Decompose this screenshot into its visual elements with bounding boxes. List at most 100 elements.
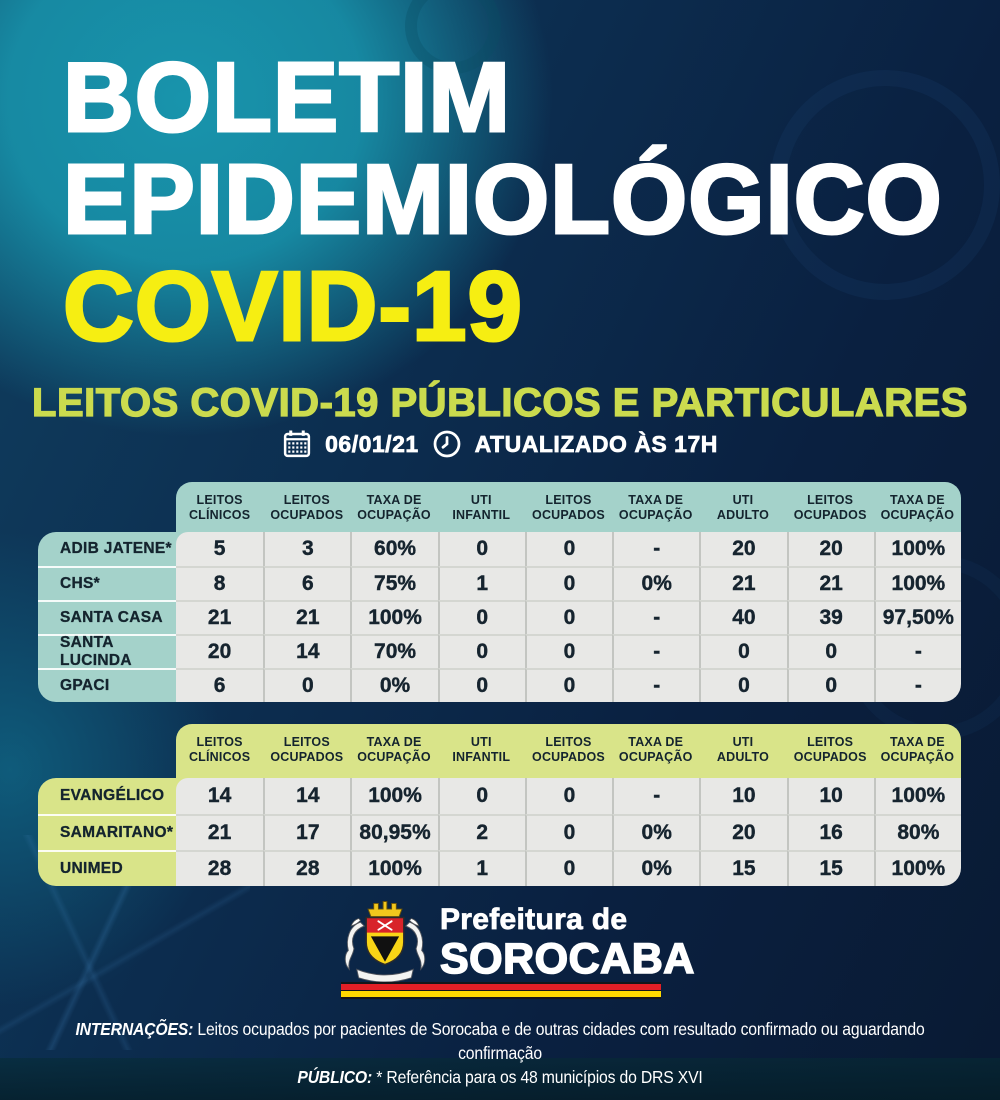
internacoes-label: INTERNAÇÕES: [75,1019,194,1039]
table-cell: 3 [263,532,350,566]
table-cell: 100% [350,850,438,886]
table-cell: 14 [263,778,350,814]
bulletin-title: BOLETIM EPIDEMIOLÓGICO [62,42,944,254]
table-cell: 1 [437,566,525,600]
table-cell: 80,95% [350,814,438,850]
table-cell: 16 [786,814,874,850]
hospital-name: CHS* [38,566,188,600]
private-table-header: LEITOS CLÍNICOS LEITOS OCUPADOS TAXA DE OCU… [176,724,961,780]
bottom-band-decoration [0,1058,1000,1100]
bulletin-date: 06/01/21 [325,430,419,457]
table-cell: 97,50% [873,600,961,634]
publico-label: PÚBLICO: [297,1067,373,1087]
table-cell: 100% [350,778,437,814]
table-cell: 0 [786,668,874,702]
table-cell: 0 [263,668,351,702]
table-cell: 0 [524,778,612,814]
column-header: TAXA DE OCUPAÇÃO [618,492,693,522]
table-cell: 0 [437,634,525,668]
table-cell: - [873,668,961,702]
table-cell: 39 [786,600,874,634]
logo-line-1: Prefeitura de [440,903,628,937]
date-row: 06/01/21 ATUALIZADO ÀS 17H [0,429,1000,459]
column-header: TAXA DE OCUPAÇÃO [357,734,431,764]
table-cell: 70% [350,634,438,668]
sorocaba-coat-of-arms [341,894,429,990]
table-cell: 0 [524,532,612,566]
table-cell: 0 [437,778,525,814]
table-cell: 28 [176,850,264,886]
private-table-hospitals: EVANGÉLICO SAMARITANO* UNIMED [38,778,188,886]
table-cell: 15 [786,850,874,886]
table-cell: - [612,532,699,566]
hospital-name: SANTA CASA [38,600,188,634]
column-header: LEITOS OCUPADOS [793,734,867,764]
table-cell: 0 [699,634,787,668]
publico-note: PÚBLICO: * Referência para os 48 municíp… [50,1065,950,1089]
table-cell: 0 [524,850,613,886]
table-cell: 0% [612,566,700,600]
table-cell: 20 [699,532,786,566]
footer-notes: INTERNAÇÕES: Leitos ocupados por pacient… [0,1017,1000,1089]
clock-icon [432,429,462,459]
hospital-name: EVANGÉLICO [60,787,165,804]
column-header: LEITOS OCUPADOS [793,492,867,522]
table-cell: 6 [263,566,351,600]
table-cell: 21 [786,566,874,600]
column-header: UTI INFANTIL [452,734,511,764]
hospital-name: SANTA LUCINDA [38,634,188,669]
logo-line-2: SOROCABA [439,935,695,983]
publico-text: * Referência para os 48 municípios do DR… [376,1067,703,1087]
table-cell: 0% [350,668,438,702]
table-cell: 5 [213,537,226,560]
table-cell: 0 [437,600,525,634]
table-cell: 21 [699,566,787,600]
table-cell: 10 [786,778,874,814]
title-line-2: EPIDEMIOLÓGICO [62,144,944,254]
column-header: TAXA DE OCUPAÇÃO [357,492,431,522]
column-header: UTI INFANTIL [452,492,511,522]
title-line-1: BOLETIM [62,42,512,152]
table-cell: 6 [176,668,264,702]
table-cell: 10 [699,778,786,814]
table-cell: 21 [176,814,264,850]
column-header: LEITOS OCUPADOS [270,492,344,522]
table-cell: - [612,778,699,814]
column-header: TAXA DE OCUPAÇÃO [880,492,955,522]
column-header: LEITOS CLÍNICOS [188,492,251,522]
yellow-stripe [341,991,661,999]
table-cell: 0% [612,850,700,886]
table-cell: - [612,600,700,634]
table-cell: - [612,634,700,668]
table-cell: 0 [524,814,613,850]
red-stripe [341,982,661,991]
table-cell: 20 [699,814,787,850]
calendar-icon [282,429,312,459]
prefeitura-logo-text: Prefeitura de SOROCABA [439,903,695,983]
table-cell: 0 [524,668,613,702]
table-cell: 15 [699,850,787,886]
table-cell: 0 [786,634,874,668]
table-cell: 75% [350,566,438,600]
table-cell: 0 [524,600,613,634]
table-cell: 100% [873,566,961,600]
table-cell: 100% [873,850,961,886]
hospital-name: ADIB JATENE* [60,540,172,557]
hospital-name: SAMARITANO* [38,814,188,850]
table-cell: 80% [873,814,961,850]
table-cell: 0 [699,668,787,702]
table-cell: 0 [437,532,525,566]
table-cell: 0 [524,634,613,668]
internacoes-text: Leitos ocupados por pacientes de Sorocab… [197,1019,925,1063]
table-cell: 21 [263,600,351,634]
table-cell: - [612,668,700,702]
internacoes-note: INTERNAÇÕES: Leitos ocupados por pacient… [50,1017,950,1065]
public-table-body: 5 3 60% 0 0 - 20 20 100% 8 6 75% 1 0 0% … [176,532,961,702]
public-table-header: LEITOS CLÍNICOS LEITOS OCUPADOS TAXA DE OCU… [176,482,961,538]
table-cell: - [873,634,961,668]
public-table-hospitals: ADIB JATENE* CHS* SANTA CASA SANTA LUCIN… [38,532,188,702]
column-header: UTI ADULTO [716,492,769,522]
covid-19-title: COVID-19 [61,251,524,361]
table-cell: 17 [263,814,351,850]
